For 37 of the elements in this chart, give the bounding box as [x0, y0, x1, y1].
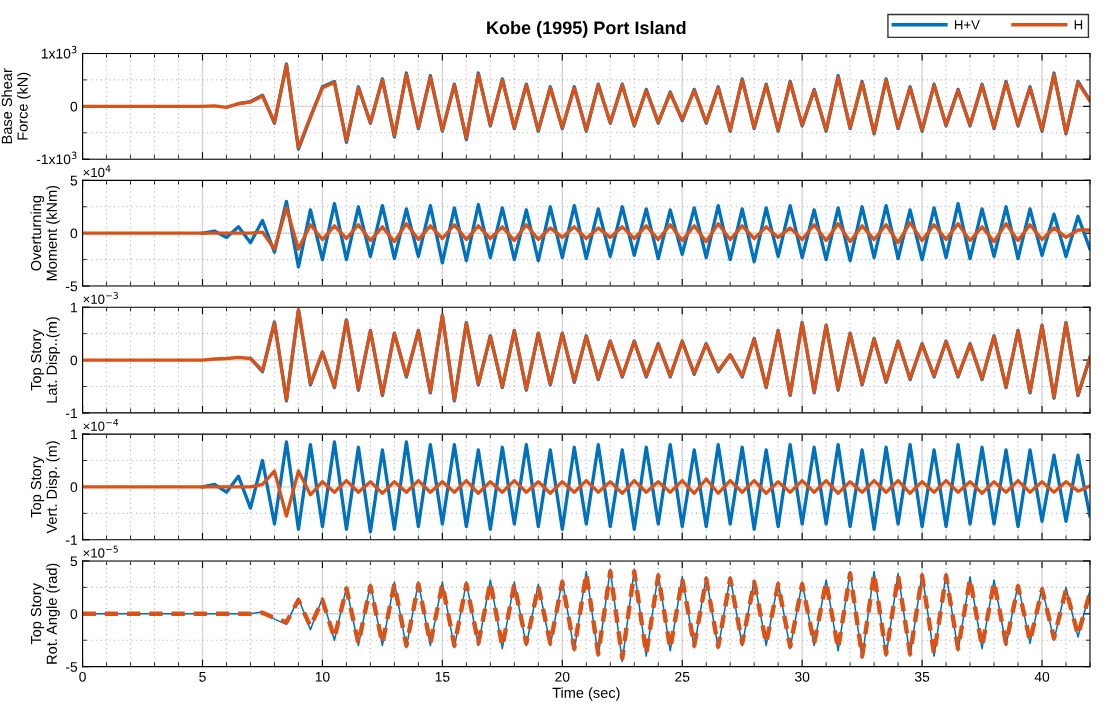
y-tick-label: 1 [71, 302, 78, 313]
y-tick-label: -1 [65, 408, 78, 418]
y-axis-title: Top Story Rot. Angle (rad) [30, 563, 60, 664]
y-tick-label: 5 [70, 175, 78, 186]
y-tick-label: -5 [65, 281, 78, 292]
y-axis-title: Top Story Lat. Disp..(m) [30, 317, 60, 403]
y-tick-label: 5 [70, 556, 78, 567]
y-tick-label: -1 [65, 535, 78, 545]
text: ×10$^{−5}$ [83, 545, 118, 558]
y-tick-label: 0 [70, 228, 78, 239]
x-tick-label: 25 [675, 671, 690, 682]
text: ×10$^{−4}$ [83, 418, 119, 431]
x-tick-label: 10 [315, 671, 330, 682]
y-axis-title: Top Story Vert. Disp. (m) [30, 441, 60, 534]
y-tick-label: -5 [65, 662, 78, 672]
text: ×10$^{4}$ [83, 165, 111, 178]
legend-label: H+V [954, 20, 980, 30]
legend-label: H [1074, 20, 1083, 30]
y-axis-title: Overturning Moment (kNm) [30, 185, 60, 281]
chart-title: Kobe (1995) Port Island [487, 20, 686, 38]
x-tick-label: 35 [914, 671, 930, 682]
y-tick-label: -1x10$^{3}$ [36, 151, 77, 165]
text: ×10$^{−3}$ [83, 291, 118, 304]
x-axis-title: Time (sec) [552, 687, 620, 701]
y-tick-label: 0 [70, 482, 78, 493]
y-axis-title: Base Shear Force (kN) [1, 68, 31, 144]
x-tick-label: 20 [555, 671, 570, 682]
x-tick-label: 30 [794, 671, 810, 682]
x-tick-label: 40 [1034, 671, 1050, 682]
y-tick-label: 0 [70, 101, 78, 112]
y-tick-label: 1x10$^{3}$ [41, 45, 77, 59]
y-tick-label: 0 [70, 609, 78, 619]
x-tick-label: 15 [435, 672, 450, 682]
y-tick-label: 0 [70, 355, 78, 366]
x-tick-label: 5 [199, 672, 206, 682]
x-tick-label: 0 [79, 671, 86, 682]
y-tick-label: 1 [71, 429, 78, 440]
